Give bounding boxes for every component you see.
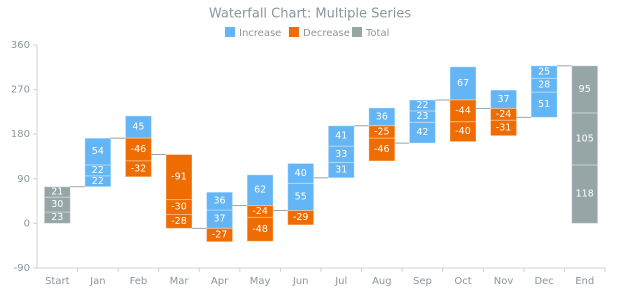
decrease-bar	[206, 227, 234, 243]
value-label: 51	[538, 99, 550, 110]
value-label: 41	[335, 130, 347, 141]
value-label: 22	[92, 176, 104, 187]
value-label: 45	[132, 122, 144, 133]
x-tick-label: Start	[45, 276, 70, 287]
decrease-bar	[124, 160, 152, 178]
value-label: -32	[131, 163, 147, 174]
y-tick-label: 180	[11, 129, 30, 140]
legend-swatch	[289, 27, 299, 37]
decrease-bar	[449, 121, 477, 143]
x-tick-label: Feb	[130, 276, 148, 287]
value-label: 118	[576, 189, 594, 200]
value-label: 33	[335, 149, 347, 160]
value-label: 22	[92, 165, 104, 176]
value-label: 37	[498, 94, 510, 105]
value-label: 95	[579, 84, 591, 95]
legend-label: Decrease	[303, 28, 350, 39]
value-label: 23	[416, 111, 428, 122]
decrease-bar	[165, 154, 193, 201]
value-label: -31	[496, 123, 512, 134]
x-tick-label: End	[575, 276, 594, 287]
value-label: 36	[376, 111, 388, 122]
x-tick-label: Sep	[413, 276, 432, 287]
value-label: 28	[538, 80, 550, 91]
value-label: 31	[335, 165, 347, 176]
value-label: -46	[131, 144, 147, 155]
value-label: -27	[212, 230, 228, 241]
value-label: 105	[576, 133, 594, 144]
decrease-bar	[368, 137, 396, 162]
increase-bar	[287, 182, 315, 212]
x-tick-label: Aug	[372, 276, 392, 287]
value-label: -44	[455, 105, 471, 116]
value-label: 62	[254, 185, 266, 196]
x-tick-label: May	[250, 276, 271, 287]
increase-bar	[206, 191, 234, 211]
increase-bar	[530, 65, 558, 79]
value-label: 22	[416, 100, 428, 111]
increase-bar	[408, 99, 436, 112]
value-label: -29	[293, 212, 309, 223]
value-label: -24	[252, 206, 268, 217]
x-tick-label: Jun	[292, 276, 309, 287]
decrease-bar	[246, 216, 274, 242]
value-label: 42	[416, 127, 428, 138]
legend-swatch	[225, 27, 235, 37]
value-label: -24	[496, 109, 512, 120]
value-label: 30	[51, 199, 63, 210]
increase-bar	[84, 137, 112, 166]
legend-swatch	[352, 27, 362, 37]
y-tick-label: -90	[14, 263, 30, 274]
value-label: -48	[252, 224, 268, 235]
x-tick-label: Oct	[454, 276, 471, 287]
chart-title: Waterfall Chart: Multiple Series	[209, 7, 412, 22]
y-tick-label: 0	[24, 218, 30, 229]
legend-label: Increase	[239, 28, 281, 39]
increase-bar	[327, 125, 355, 147]
value-label: 23	[51, 212, 63, 223]
value-label: -28	[171, 216, 187, 227]
value-label: -46	[374, 144, 390, 155]
value-label: 36	[214, 196, 226, 207]
y-tick-label: 360	[11, 40, 30, 51]
y-tick-label: 270	[11, 85, 30, 96]
decrease-bar	[287, 210, 315, 226]
x-tick-label: Dec	[534, 276, 553, 287]
value-label: 21	[51, 186, 63, 197]
decrease-bar	[124, 137, 152, 162]
x-tick-label: Apr	[211, 276, 229, 287]
value-label: 55	[295, 191, 307, 202]
increase-bar	[287, 162, 315, 184]
x-tick-label: Mar	[170, 276, 190, 287]
total-bar	[571, 65, 599, 114]
decrease-bar	[490, 119, 518, 137]
value-label: -25	[374, 126, 390, 137]
value-label: 37	[214, 214, 226, 225]
value-label: -40	[455, 126, 471, 137]
increase-bar	[246, 174, 274, 207]
decrease-bar	[165, 213, 193, 229]
increase-bar	[530, 77, 558, 93]
value-label: -91	[171, 172, 187, 183]
total-bar	[43, 196, 71, 213]
legend-label: Total	[365, 28, 389, 39]
x-tick-label: Nov	[494, 276, 514, 287]
value-label: 67	[457, 78, 469, 89]
x-tick-label: Jul	[334, 276, 347, 287]
x-tick-label: Jan	[89, 276, 105, 287]
value-label: 25	[538, 67, 550, 78]
value-label: -30	[171, 202, 187, 213]
value-label: 54	[92, 146, 104, 157]
y-tick-label: 90	[17, 174, 30, 185]
value-label: 40	[295, 168, 307, 179]
total-bar	[43, 186, 71, 198]
